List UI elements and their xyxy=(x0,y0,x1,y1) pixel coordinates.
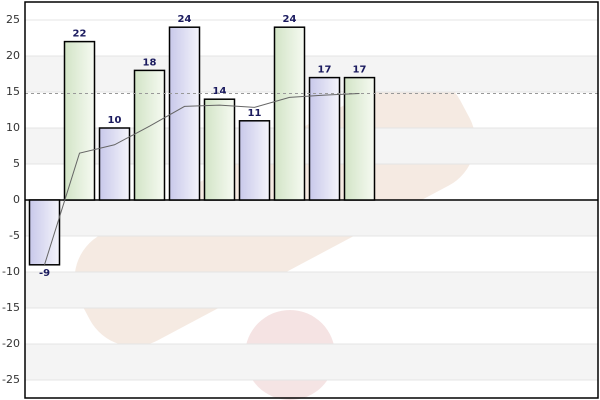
value-label: -9 xyxy=(39,268,50,279)
value-label: 17 xyxy=(318,65,332,76)
bar xyxy=(273,26,306,201)
grid-band xyxy=(25,200,598,236)
y-tick-label: -20 xyxy=(2,337,20,350)
y-tick-label: 5 xyxy=(13,157,20,170)
value-label: 14 xyxy=(213,86,227,97)
y-tick-label: 25 xyxy=(6,13,20,26)
value-label: 24 xyxy=(178,14,192,25)
bar xyxy=(343,76,376,201)
trend-line xyxy=(44,92,360,265)
value-label: 10 xyxy=(108,115,122,126)
value-label: 24 xyxy=(283,14,297,25)
y-tick-label: 10 xyxy=(6,121,20,134)
y-tick-label: -25 xyxy=(2,373,20,386)
grid-band xyxy=(25,272,598,308)
bar xyxy=(168,26,201,201)
y-tick-label: 15 xyxy=(6,85,20,98)
bar xyxy=(133,69,166,201)
y-tick-label: 20 xyxy=(6,49,20,62)
y-tick-label: -5 xyxy=(9,229,20,242)
value-label: 17 xyxy=(353,65,367,76)
y-tick-label: -15 xyxy=(2,301,20,314)
value-label: 22 xyxy=(73,29,87,40)
y-tick-label: 0 xyxy=(13,193,20,206)
bar xyxy=(63,40,96,201)
value-label: 11 xyxy=(248,108,262,119)
value-label: 18 xyxy=(143,57,157,68)
plot-frame xyxy=(24,1,599,399)
bar xyxy=(203,98,236,201)
grid-band xyxy=(25,344,598,380)
bar xyxy=(308,76,341,201)
y-tick-label: -10 xyxy=(2,265,20,278)
bar xyxy=(238,120,271,201)
